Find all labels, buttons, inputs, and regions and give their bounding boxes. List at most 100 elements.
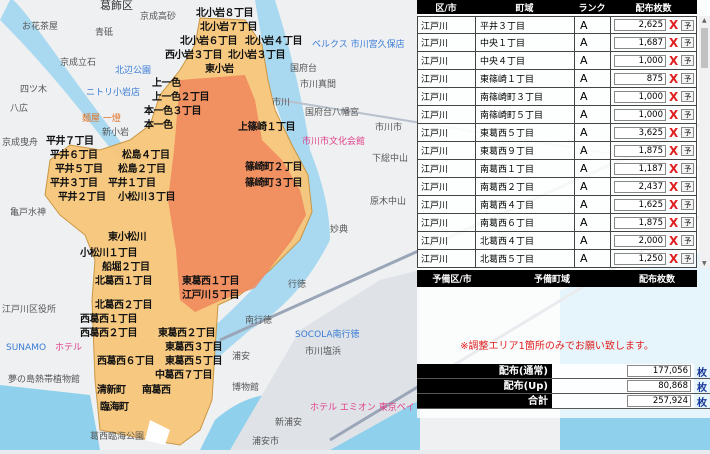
qty-input[interactable]: 875: [614, 72, 666, 85]
delete-icon[interactable]: X: [669, 125, 679, 140]
unit-label: 枚: [697, 367, 707, 379]
total-normal-row: 配布(通常) 177,056 枚: [417, 364, 710, 379]
area-label: 北小岩４丁目: [245, 36, 303, 47]
delete-icon[interactable]: X: [669, 233, 679, 248]
reserve-button[interactable]: 予: [681, 19, 695, 31]
table-row: 江戸川 南葛西４丁目 A 1,625 X 予: [417, 196, 697, 214]
ward-cell: 江戸川: [418, 106, 476, 123]
reserve-button[interactable]: 予: [681, 199, 695, 210]
rank-cell: A: [575, 70, 611, 87]
rank-cell: A: [575, 160, 611, 177]
reserve-button[interactable]: 予: [681, 253, 695, 264]
reserve-button[interactable]: 予: [681, 145, 695, 156]
area-cell: 南葛西４丁目: [476, 196, 575, 213]
grand-total-row: 合計 257,924 枚: [417, 394, 710, 409]
area-cell: 東葛西５丁目: [476, 124, 575, 141]
table-row: 江戸川 東葛西５丁目 A 3,625 X 予: [417, 124, 697, 142]
rank-cell: A: [575, 196, 611, 213]
place-label: 市川: [272, 98, 291, 108]
qty-input[interactable]: 1,687: [614, 36, 666, 49]
area-cell: 南葛西２丁目: [476, 178, 575, 195]
area-label: 上一色: [152, 78, 181, 89]
delete-icon[interactable]: X: [669, 179, 679, 194]
area-label: 北小岩７丁目: [200, 22, 258, 33]
reserve-button[interactable]: 予: [681, 217, 695, 228]
area-label: 松島２丁目: [118, 164, 166, 175]
total-label: 配布(Up): [417, 379, 552, 393]
reserve-button[interactable]: 予: [681, 55, 695, 66]
area-label: 中葛西７丁目: [155, 370, 213, 381]
qty-cell: 1,250 X 予: [611, 251, 696, 266]
delete-icon[interactable]: X: [669, 251, 679, 266]
delete-icon[interactable]: X: [669, 35, 679, 50]
reserve-button[interactable]: 予: [681, 73, 695, 84]
place-label: 行徳: [288, 280, 307, 290]
qty-input[interactable]: 1,187: [614, 162, 666, 175]
reserve-button[interactable]: 予: [681, 127, 695, 138]
area-label: 東葛西３丁目: [165, 342, 223, 353]
delete-icon[interactable]: X: [669, 53, 679, 68]
reserve-button[interactable]: 予: [681, 181, 695, 192]
table-row: 江戸川 中央１丁目 A 1,687 X 予: [417, 34, 697, 52]
delete-icon[interactable]: X: [669, 89, 679, 104]
ward-cell: 江戸川: [418, 160, 476, 177]
rank-cell: A: [575, 106, 611, 123]
reserve-button[interactable]: 予: [681, 91, 695, 102]
place-label: 青砥: [95, 28, 114, 38]
adjustment-note: ※調整エリア1箇所のみでお願い致します。: [460, 341, 654, 352]
qty-input[interactable]: 1,000: [614, 54, 666, 67]
reserve-button[interactable]: 予: [681, 235, 695, 246]
total-label: 配布(通常): [417, 364, 552, 378]
area-label: 東小岩: [205, 64, 234, 75]
qty-input[interactable]: 1,250: [614, 252, 666, 265]
delete-icon[interactable]: X: [669, 215, 679, 230]
delete-icon[interactable]: X: [669, 107, 679, 122]
table-row: 江戸川 南葛西１丁目 A 1,187 X 予: [417, 160, 697, 178]
qty-input[interactable]: 1,875: [614, 216, 666, 229]
qty-input[interactable]: 1,000: [614, 108, 666, 121]
area-cell: 平井３丁目: [476, 17, 575, 33]
qty-input[interactable]: 1,625: [614, 198, 666, 211]
qty-input[interactable]: 2,437: [614, 180, 666, 193]
qty-input[interactable]: 1,000: [614, 90, 666, 103]
qty-cell: 1,000 X 予: [611, 107, 696, 122]
table-header: 区/市 町域 ランク 配布枚数: [417, 0, 697, 14]
delete-icon[interactable]: X: [669, 143, 679, 158]
table-row: 江戸川 北葛西４丁目 A 2,000 X 予: [417, 232, 697, 250]
qty-input[interactable]: 1,875: [614, 144, 666, 157]
urayasu-land: [230, 270, 420, 450]
qty-input[interactable]: 2,625: [614, 19, 666, 31]
reserve-button[interactable]: 予: [681, 163, 695, 174]
delete-icon[interactable]: X: [669, 18, 679, 32]
delete-icon[interactable]: X: [669, 161, 679, 176]
qty-cell: 1,875 X 予: [611, 215, 696, 230]
place-label: 南行徳: [245, 316, 273, 326]
qty-input[interactable]: 3,625: [614, 126, 666, 139]
scroll-down-icon[interactable]: ▼: [702, 260, 707, 267]
area-cell: 東葛西９丁目: [476, 142, 575, 159]
rank-cell: A: [575, 178, 611, 195]
ward-cell: 江戸川: [418, 17, 476, 33]
area-label: 西葛西１丁目: [80, 314, 138, 325]
place-label: 原木中山: [370, 197, 407, 207]
ward-cell: 江戸川: [418, 250, 476, 267]
grand-total-value: 257,924: [627, 395, 691, 407]
area-label: 清新町: [97, 385, 126, 396]
qty-input[interactable]: 2,000: [614, 234, 666, 247]
scroll-up-icon[interactable]: ▲: [702, 17, 707, 24]
delete-icon[interactable]: X: [669, 197, 679, 212]
place-label: 葛西臨海公園: [90, 432, 145, 442]
reserve-button[interactable]: 予: [681, 37, 695, 48]
scroll-thumb[interactable]: [701, 28, 708, 68]
scrollbar[interactable]: ▲ ▼: [699, 16, 710, 268]
area-label: 本一色: [144, 120, 173, 131]
area-label: 北葛西１丁目: [95, 276, 153, 287]
area-label: 上一色２丁目: [152, 92, 210, 103]
area-label: 篠崎町３丁目: [245, 178, 303, 189]
distribution-area-dark: [168, 75, 306, 312]
area-cell: 東篠崎１丁目: [476, 70, 575, 87]
area-cell: 南篠崎町３丁目: [476, 88, 575, 105]
reserve-button[interactable]: 予: [681, 109, 695, 120]
place-label: 八広: [10, 104, 29, 114]
delete-icon[interactable]: X: [669, 71, 679, 86]
